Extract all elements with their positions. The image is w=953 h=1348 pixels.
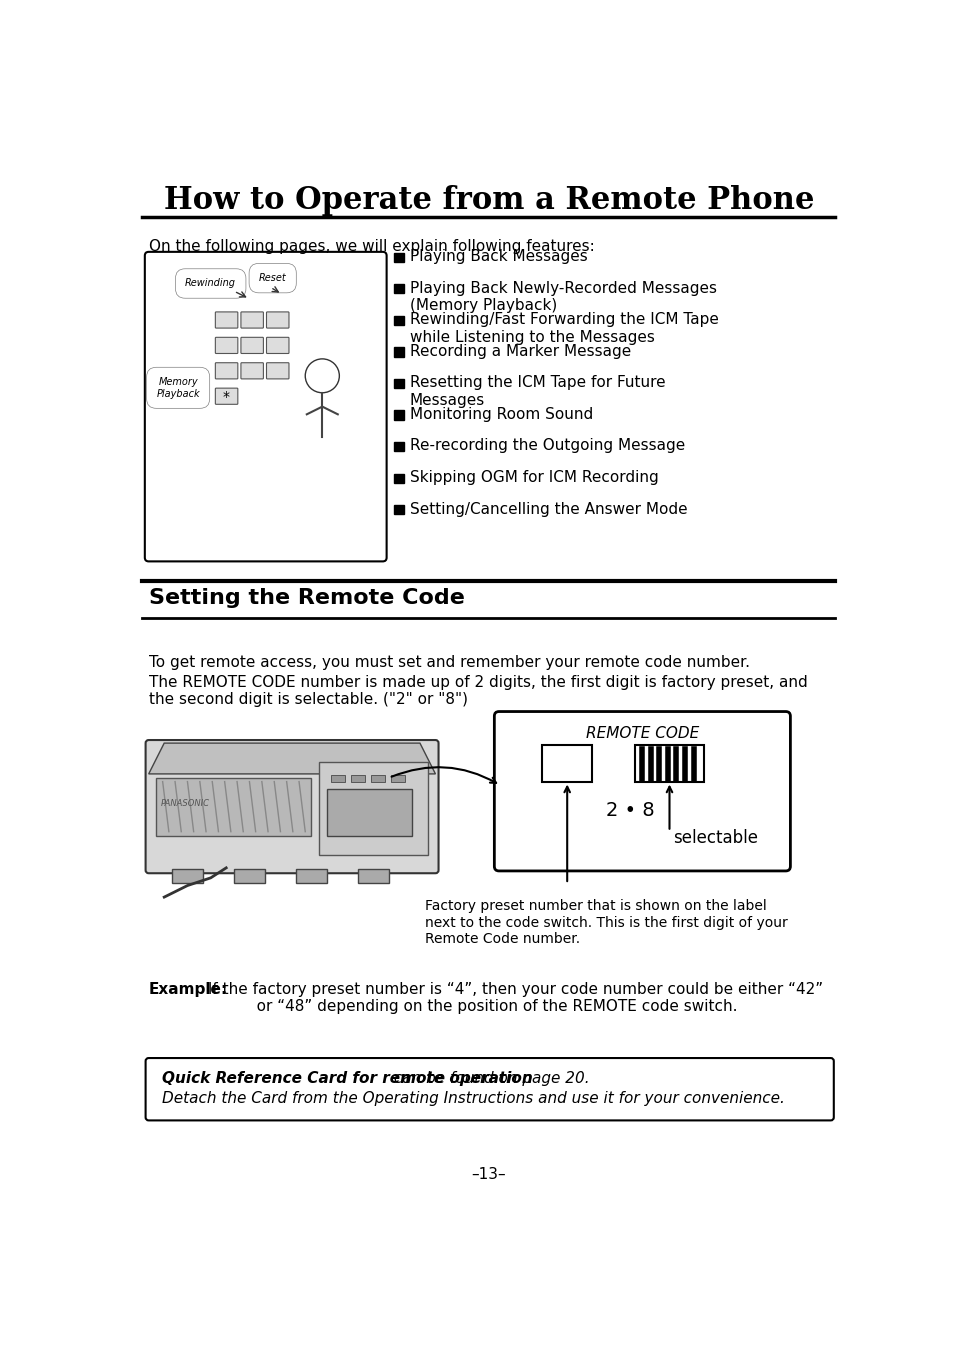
Bar [394,379,403,388]
Text: can be found on page 20.: can be found on page 20. [389,1072,589,1086]
Bar [172,869,203,883]
Bar [319,763,427,855]
Text: selectable: selectable [673,829,758,847]
Text: Re-recording the Outgoing Message: Re-recording the Outgoing Message [410,438,684,453]
Bar [233,869,265,883]
Text: Playing Back Newly-Recorded Messages: Playing Back Newly-Recorded Messages [410,280,716,295]
Text: Resetting the ICM Tape for Future: Resetting the ICM Tape for Future [410,375,665,391]
Text: How to Operate from a Remote Phone: How to Operate from a Remote Phone [164,185,813,216]
FancyBboxPatch shape [266,311,289,328]
Bar [327,790,412,836]
FancyBboxPatch shape [266,363,289,379]
Text: PANASONIC: PANASONIC [160,799,209,809]
Bar [357,869,389,883]
Bar [391,775,405,782]
Text: REMOTE CODE: REMOTE CODE [585,725,699,740]
Bar [394,284,403,294]
FancyBboxPatch shape [241,311,263,328]
FancyBboxPatch shape [241,363,263,379]
FancyBboxPatch shape [146,1058,833,1120]
Text: On the following pages, we will explain following features:: On the following pages, we will explain … [149,239,594,253]
Text: *: * [222,390,230,403]
Bar [394,473,403,483]
FancyBboxPatch shape [215,337,237,353]
Bar [295,869,327,883]
FancyBboxPatch shape [494,712,790,871]
Bar [394,442,403,452]
Text: Rewinding/Fast Forwarding the ICM Tape: Rewinding/Fast Forwarding the ICM Tape [410,313,718,328]
Bar [541,744,592,782]
Text: Setting the Remote Code: Setting the Remote Code [149,588,464,608]
Text: –13–: –13– [471,1167,506,1182]
Text: Reset: Reset [258,274,286,283]
Text: Messages: Messages [410,394,485,408]
FancyBboxPatch shape [266,337,289,353]
Text: 2 • 8: 2 • 8 [606,801,655,820]
Text: Playing Back Messages: Playing Back Messages [410,249,587,264]
FancyBboxPatch shape [215,388,237,404]
Text: Recording a Marker Message: Recording a Marker Message [410,344,631,359]
Text: Monitoring Room Sound: Monitoring Room Sound [410,407,593,422]
Bar [156,778,311,836]
Text: Quick Reference Card for remote operation: Quick Reference Card for remote operatio… [162,1072,532,1086]
Bar [371,775,385,782]
Bar [394,252,403,262]
FancyBboxPatch shape [215,363,237,379]
Text: Skipping OGM for ICM Recording: Skipping OGM for ICM Recording [410,470,658,485]
FancyBboxPatch shape [215,311,237,328]
Text: Setting/Cancelling the Answer Mode: Setting/Cancelling the Answer Mode [410,501,687,516]
Text: The REMOTE CODE number is made up of 2 digits, the first digit is factory preset: The REMOTE CODE number is made up of 2 d… [149,674,806,706]
Text: To get remote access, you must set and remember your remote code number.: To get remote access, you must set and r… [149,655,749,670]
Bar [331,775,344,782]
Bar [351,775,365,782]
Text: Example:: Example: [149,981,228,996]
Text: (Memory Playback): (Memory Playback) [410,298,557,313]
FancyBboxPatch shape [241,337,263,353]
Text: Detach the Card from the Operating Instructions and use it for your convenience.: Detach the Card from the Operating Instr… [162,1091,784,1107]
FancyBboxPatch shape [146,740,438,874]
FancyBboxPatch shape [145,252,386,561]
Bar [394,348,403,357]
Bar [394,315,403,325]
Text: while Listening to the Messages: while Listening to the Messages [410,330,654,345]
Text: Rewinding: Rewinding [185,279,236,288]
Text: If the factory preset number is “4”, then your code number could be either “42”
: If the factory preset number is “4”, the… [203,981,822,1014]
Text: Factory preset number that is shown on the label
next to the code switch. This i: Factory preset number that is shown on t… [425,899,787,946]
Bar [394,506,403,515]
Text: Memory
Playback: Memory Playback [156,377,200,399]
Bar [634,744,703,782]
Polygon shape [149,743,435,774]
Bar [394,411,403,419]
